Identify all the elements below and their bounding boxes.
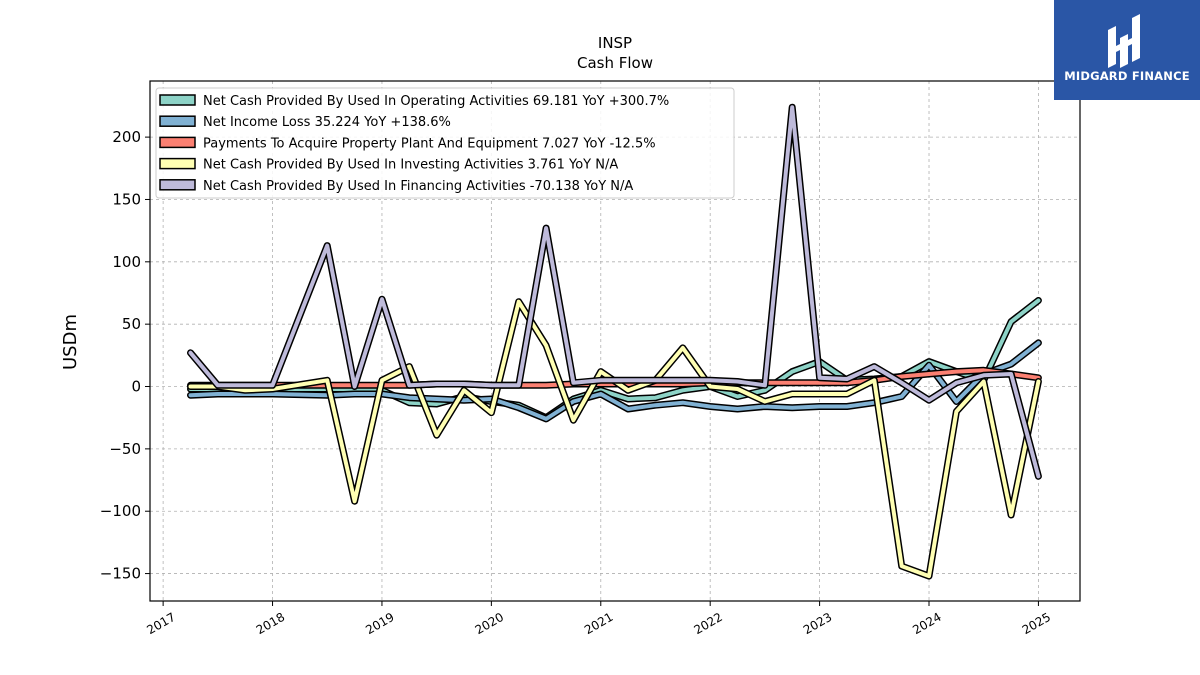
plot-frame [149, 80, 1081, 602]
midgard-logo-icon [1108, 14, 1140, 68]
legend-box [155, 87, 735, 199]
legend-swatch [159, 115, 196, 127]
x-tick-label: 2024 [910, 610, 943, 637]
legend-swatch [159, 157, 196, 170]
x-axis: 2017 2018 2019 2020 2021 2022 2023 2024 2025 [144, 601, 1053, 637]
y-tick-label: 50 [122, 315, 141, 333]
legend-label: Net Cash Provided By Used In Operating A… [203, 94, 669, 109]
legend-label: Payments To Acquire Property Plant And E… [203, 136, 656, 151]
legend-swatch [159, 136, 196, 149]
x-tick-label: 2018 [254, 610, 287, 637]
x-tick-label: 2023 [801, 610, 834, 637]
x-tick-label: 2017 [144, 610, 177, 637]
logo-text: MIDGARD FINANCE [1064, 69, 1190, 83]
chart-subtitle: Cash Flow [577, 54, 653, 72]
y-tick-label: −150 [100, 565, 141, 583]
x-tick-label: 2022 [691, 610, 724, 637]
x-tick-label: 2025 [1020, 610, 1053, 637]
x-tick-label: 2020 [473, 610, 506, 637]
y-axis-label: USDm [60, 314, 81, 370]
y-tick-label: 0 [131, 378, 141, 396]
y-tick-label: 100 [112, 253, 141, 271]
y-tick-label: 200 [112, 128, 141, 146]
legend-label: Net Cash Provided By Used In Financing A… [203, 179, 633, 194]
series-lines [187, 103, 1042, 580]
chart-title: INSP [598, 34, 632, 52]
x-tick-label: 2019 [363, 610, 396, 637]
y-tick-label: 150 [112, 190, 141, 208]
legend-label: Net Income Loss 35.224 YoY +138.6% [203, 115, 451, 130]
y-tick-label: −50 [109, 440, 141, 458]
series-line-net-income-loss [188, 340, 1041, 421]
legend-swatch [159, 94, 196, 106]
legend-swatch [159, 179, 196, 191]
x-tick-label: 2021 [582, 610, 615, 637]
brand-logo: MIDGARD FINANCE [1054, 0, 1200, 100]
series-line-net-cash-provided-by-used-in-financing-activities [188, 105, 1041, 479]
y-tick-label: −100 [100, 502, 141, 520]
series-outline-net-cash-provided-by-used-in-investing-activities [187, 298, 1042, 580]
legend: Net Cash Provided By Used In Operating A… [155, 87, 735, 199]
series-line-net-cash-provided-by-used-in-investing-activities [188, 299, 1041, 579]
y-axis: 200 150 100 50 0 −50 −100 −150 [100, 128, 150, 583]
legend-label: Net Cash Provided By Used In Investing A… [203, 158, 618, 173]
